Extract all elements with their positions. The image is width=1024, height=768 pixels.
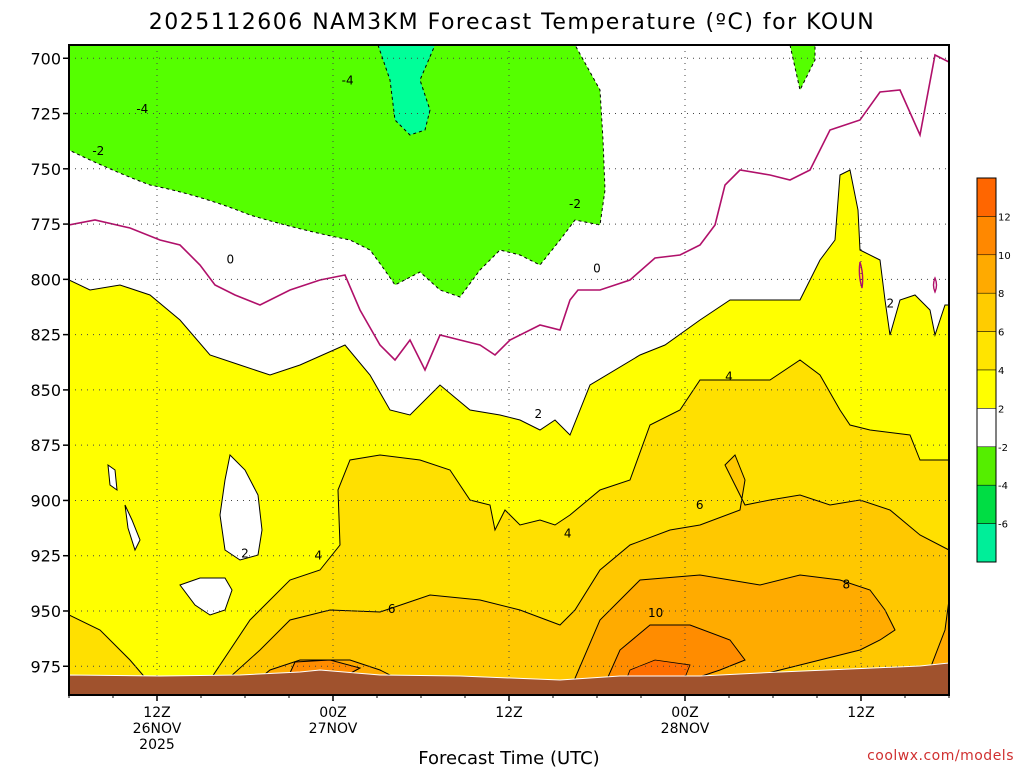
contour-label: 4: [315, 549, 323, 563]
colorbar-tick-label: -4: [998, 481, 1008, 492]
warm-island-c: [107, 463, 118, 492]
colorbar-tick-label: 10: [998, 251, 1011, 262]
warm-island-d: [124, 504, 141, 552]
cold-region-lt-minus4: [377, 45, 436, 136]
ground-surface: [69, 662, 949, 695]
contour-label: 10: [648, 606, 663, 620]
y-tick-label: 975: [30, 657, 61, 676]
contour-label: 0: [593, 261, 601, 275]
contour-labels: -4 -2 -4 -2 0 0 2 2 2 4 4 4 6 6 8 10: [92, 73, 894, 620]
y-tick-label: 800: [30, 270, 61, 289]
contour-label: -4: [342, 73, 354, 87]
x-tick-label: 2025: [139, 737, 175, 753]
colorbar-tick-label: 4: [998, 366, 1004, 377]
zero-degree-isotherm: [69, 53, 949, 372]
colorbar-tick-label: -2: [998, 443, 1008, 454]
colorbar-tick-label: 8: [998, 289, 1004, 300]
colorbar-tick-label: -6: [998, 520, 1008, 531]
y-tick-label: 725: [30, 105, 61, 124]
contour-label: 4: [725, 370, 733, 384]
y-tick-label: 925: [30, 547, 61, 566]
colorbar-tick-label: 2: [998, 404, 1004, 415]
colorbar-frame: [976, 177, 997, 563]
colorbar-tick-label: 12: [998, 212, 1011, 223]
credit-text: coolwx.com/models: [867, 748, 1014, 764]
x-tick-label: 27NOV: [309, 721, 358, 737]
colorbar-tick-label: 6: [998, 328, 1004, 339]
colorbar-swatch: [976, 177, 997, 217]
y-axis: 700 725 750 775 800 825 850 875 900 925 950 975: [30, 49, 69, 676]
y-tick-label: 750: [30, 160, 61, 179]
chart-title: 2025112606 NAM3KM Forecast Temperature (…: [149, 10, 876, 35]
contour-label: 4: [564, 527, 572, 541]
y-tick-label: 875: [30, 436, 61, 455]
x-tick-label: 00Z: [671, 705, 698, 721]
contour-label: 8: [843, 577, 851, 591]
warm-island-b: [179, 577, 233, 616]
grid-lines: [69, 45, 949, 695]
x-tick-label: 12Z: [495, 705, 522, 721]
colorbar-swatch: [976, 523, 997, 563]
x-tick-label: 12Z: [847, 705, 874, 721]
x-tick-label: 26NOV: [133, 721, 182, 737]
colorbar-swatch: [976, 292, 997, 332]
colorbar-swatch: [976, 484, 997, 524]
y-tick-label: 850: [30, 381, 61, 400]
colorbar-legend: 12 10 8 6 4 2 -2 -4 -6: [976, 177, 1011, 563]
colorbar-swatch: [976, 369, 997, 409]
cold-region-lt-minus2: [69, 45, 606, 298]
zero-degree-isotherm-b: [858, 261, 938, 294]
y-tick-label: 825: [30, 326, 61, 345]
x-tick-label: 12Z: [143, 705, 170, 721]
contour-label: 0: [227, 252, 235, 266]
contour-label: 2: [887, 297, 895, 311]
colorbar-swatch: [976, 254, 997, 294]
x-tick-label: 28NOV: [661, 721, 710, 737]
warm-region-8: [239, 574, 949, 695]
colorbar-swatch: [976, 408, 997, 448]
cold-region-lt-minus2-b: [789, 45, 816, 92]
contour-label: -2: [569, 197, 581, 211]
contour-label: 6: [696, 498, 704, 512]
warm-island-a: [219, 453, 263, 561]
contour-label: 6: [388, 602, 396, 616]
contour-label: 2: [241, 547, 249, 561]
colorbar-swatch: [976, 446, 997, 486]
contour-label: -2: [92, 144, 104, 158]
colorbar-swatch: [976, 331, 997, 371]
y-tick-label: 700: [30, 49, 61, 68]
contour-label: -4: [136, 102, 148, 116]
y-tick-label: 950: [30, 602, 61, 621]
x-tick-label: 00Z: [319, 705, 346, 721]
y-tick-label: 775: [30, 215, 61, 234]
plot-area: -4 -2 -4 -2 0 0 2 2 2 4 4 4 6 6 8 10: [69, 45, 949, 695]
y-tick-label: 900: [30, 491, 61, 510]
x-axis-label: Forecast Time (UTC): [418, 748, 599, 768]
contour-label: 2: [535, 407, 543, 421]
colorbar-swatch: [976, 216, 997, 256]
